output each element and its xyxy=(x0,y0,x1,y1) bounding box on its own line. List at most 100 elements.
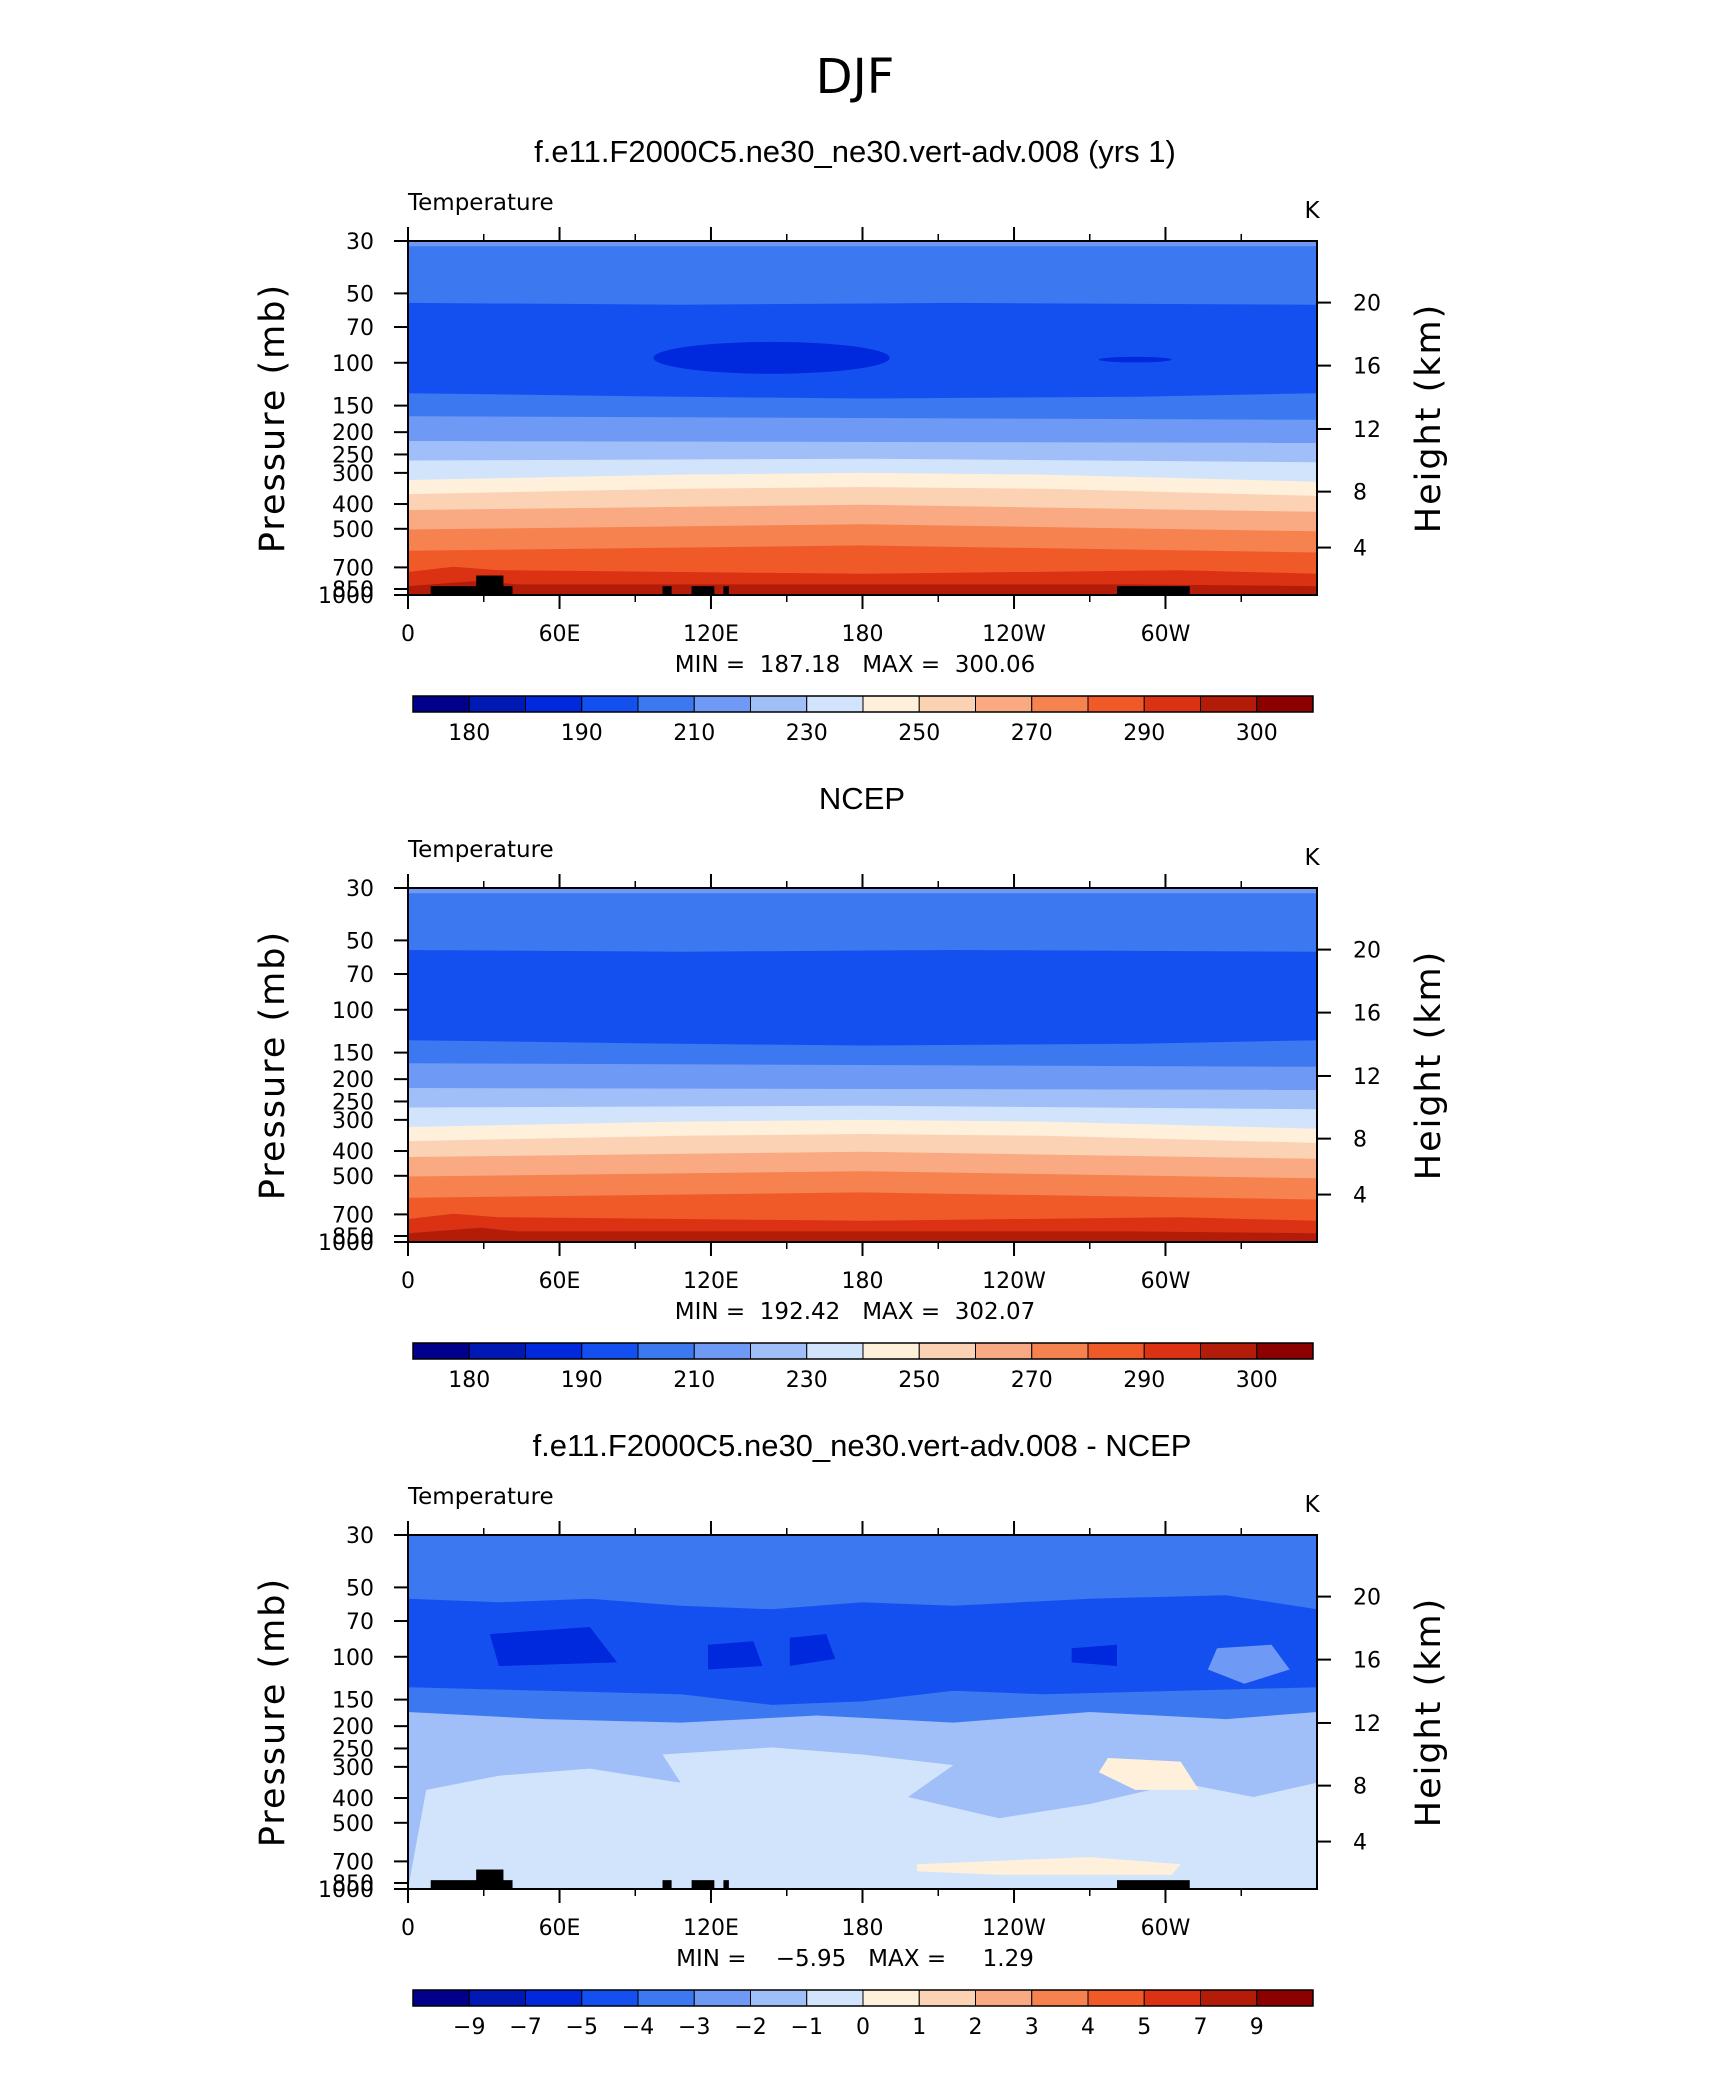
units-label: K xyxy=(1304,845,1320,871)
y-axis-label: Pressure (mb) xyxy=(253,930,293,1200)
colorbar-swatch xyxy=(525,695,583,713)
colorbar-swatch xyxy=(862,1989,920,2007)
y-tick-label: 150 xyxy=(332,395,374,420)
colorbar-label: 290 xyxy=(1123,1368,1165,1393)
land-mask xyxy=(1117,586,1190,595)
y-tick-label: 500 xyxy=(332,1812,374,1837)
min-max-stats: MIN = 192.42 MAX = 302.07 xyxy=(675,1299,1035,1325)
x-tick-label: 180 xyxy=(842,1916,884,1941)
colorbar-label: −4 xyxy=(622,2015,654,2040)
contour-region xyxy=(408,1595,1317,1705)
land-mask xyxy=(662,1880,672,1889)
colorbar-label: 270 xyxy=(1011,721,1053,746)
y-tick-label: 850 xyxy=(332,1872,374,1897)
colorbar-swatch xyxy=(862,1342,920,1360)
contour-region xyxy=(408,1747,1317,1889)
colorbar-swatch xyxy=(581,695,639,713)
contour-field xyxy=(408,1535,1317,1889)
colorbar-label: −7 xyxy=(509,2015,541,2040)
contour-field xyxy=(408,888,1317,1242)
y2-tick-label: 16 xyxy=(1353,355,1381,380)
y-tick-label: 300 xyxy=(332,462,374,487)
x-tick-label: 180 xyxy=(842,1269,884,1294)
colorbar-swatch xyxy=(806,1989,864,2007)
colorbar-swatch xyxy=(750,1342,808,1360)
x-tick-label: 0 xyxy=(401,1916,415,1941)
colorbar-swatch xyxy=(525,1342,583,1360)
y-tick-label: 30 xyxy=(346,1524,374,1549)
y-tick-label: 500 xyxy=(332,518,374,543)
colorbar-swatch xyxy=(1031,1342,1089,1360)
y-axis-right: 20 16 12 8 4 xyxy=(1317,939,1381,1209)
y2-tick-label: 16 xyxy=(1353,1002,1381,1027)
panel-title: f.e11.F2000C5.ne30_ne30.vert-adv.008 (yr… xyxy=(534,134,1176,169)
colorbar-swatch xyxy=(693,1342,751,1360)
colorbar-swatch xyxy=(1256,1342,1314,1360)
y-axis-right-label: Height (km) xyxy=(1409,303,1449,534)
colorbar-label: 190 xyxy=(561,1368,603,1393)
y2-tick-label: 4 xyxy=(1353,1184,1367,1209)
y-tick-label: 100 xyxy=(332,1646,374,1671)
contour-band xyxy=(408,580,1317,595)
colorbar-label: 300 xyxy=(1236,1368,1278,1393)
contour-region xyxy=(1071,1644,1117,1666)
variable-label: Temperature xyxy=(407,837,554,863)
y-tick-label: 100 xyxy=(332,352,374,377)
y-tick-label: 150 xyxy=(332,1042,374,1067)
colorbar-label: 290 xyxy=(1123,721,1165,746)
colorbar-label: 2 xyxy=(969,2015,983,2040)
y-tick-label: 30 xyxy=(346,877,374,902)
land-mask xyxy=(723,1880,729,1889)
contour-region xyxy=(789,1634,836,1666)
colorbar: −9 −7 −5 −4 −3 −2 −1 0 1 2 3 4 5 7 9 xyxy=(412,1989,1314,2040)
y-tick-label: 200 xyxy=(332,1068,374,1093)
y-tick-label: 300 xyxy=(332,1756,374,1781)
colorbar-label: 0 xyxy=(856,2015,870,2040)
y-axis-label: Pressure (mb) xyxy=(253,1577,293,1847)
colorbar-label: 1 xyxy=(912,2015,926,2040)
units-label: K xyxy=(1304,1492,1320,1518)
colorbar-swatch xyxy=(1031,695,1089,713)
colorbar-swatch xyxy=(637,1342,695,1360)
colorbar-frame xyxy=(412,1989,1314,2007)
y-tick-label: 700 xyxy=(332,1203,374,1228)
variable-label: Temperature xyxy=(407,1484,554,1510)
colorbar-swatch xyxy=(750,695,808,713)
colorbar-swatch xyxy=(1143,695,1201,713)
x-tick-label: 0 xyxy=(401,1269,415,1294)
land-mask xyxy=(430,1880,513,1889)
colorbar-swatch xyxy=(1031,1989,1089,2007)
x-tick-label: 60E xyxy=(539,1269,581,1294)
panel-title: f.e11.F2000C5.ne30_ne30.vert-adv.008 - N… xyxy=(533,1428,1192,1463)
panel-ncep: NCEP Temperature K 0 60E 120E 180 120W 60W 30… xyxy=(253,781,1449,1393)
variable-label: Temperature xyxy=(407,190,554,216)
land-mask xyxy=(691,1880,715,1889)
y-tick-label: 100 xyxy=(332,999,374,1024)
y-tick-label: 50 xyxy=(346,1576,374,1601)
min-max-stats: MIN = −5.95 MAX = 1.29 xyxy=(676,1946,1034,1972)
y-tick-label: 1000 xyxy=(318,1231,374,1256)
colorbar-swatch xyxy=(1200,1989,1258,2007)
colorbar-swatch xyxy=(1200,695,1258,713)
y-axis-right: 20 16 12 8 4 xyxy=(1317,1586,1381,1856)
units-label: K xyxy=(1304,198,1320,224)
colorbar-swatch xyxy=(975,1342,1033,1360)
colorbar-swatch xyxy=(806,695,864,713)
colorbar-swatch xyxy=(1200,1342,1258,1360)
colorbar-swatch xyxy=(918,1342,976,1360)
y-tick-label: 300 xyxy=(332,1109,374,1134)
colorbar-swatch xyxy=(1256,695,1314,713)
y2-tick-label: 4 xyxy=(1353,1831,1367,1856)
colorbar-swatch xyxy=(693,1989,751,2007)
cold-core xyxy=(1098,356,1172,363)
colorbar-swatch xyxy=(975,695,1033,713)
y-tick-label: 850 xyxy=(332,1225,374,1250)
x-tick-label: 120E xyxy=(683,622,739,647)
colorbar-swatch xyxy=(1087,1342,1145,1360)
panel-model: f.e11.F2000C5.ne30_ne30.vert-adv.008 (yr… xyxy=(253,134,1449,746)
contour-band xyxy=(408,1227,1317,1242)
y-tick-label: 150 xyxy=(332,1689,374,1714)
colorbar-swatch xyxy=(1087,1989,1145,2007)
